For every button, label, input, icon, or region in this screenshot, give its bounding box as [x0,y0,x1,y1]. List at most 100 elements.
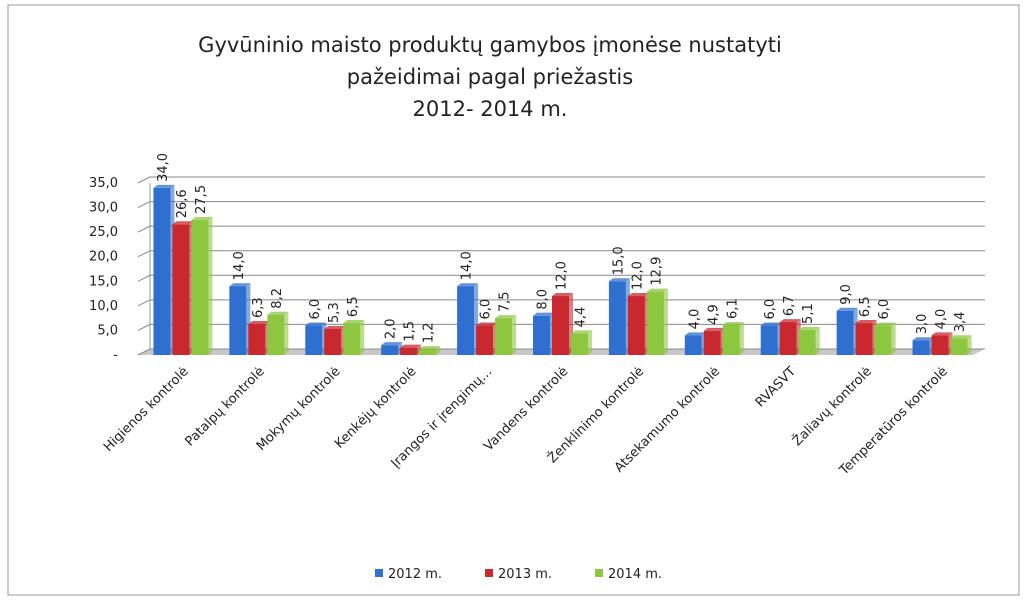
bar-top [722,322,744,326]
bar-side [436,346,441,355]
grid-line [137,274,985,282]
bar [400,347,418,355]
bar [912,340,930,355]
bar-top [912,337,934,341]
bar [646,291,664,355]
bar-side [284,311,289,355]
bar [855,323,873,355]
bar-top [931,332,953,336]
bar-side [360,320,365,355]
grid-line [137,323,985,331]
bar-top [419,346,441,350]
chart-title: pažeidimai pagal priežastis [347,65,633,89]
data-label: 1,5 [403,321,418,342]
bar [229,286,247,355]
bar [153,187,171,355]
bar [684,335,702,355]
bar-side [588,330,592,355]
bar-top [267,311,289,315]
bar-top [381,342,403,346]
data-label: 4,0 [687,309,702,330]
data-label: 6,5 [346,296,361,317]
data-label: 6,5 [858,296,873,317]
bar-side [208,216,213,355]
bar [248,324,266,355]
bar-top [476,322,498,326]
data-label: 14,0 [460,251,475,280]
data-label: 6,0 [308,299,323,320]
bar [552,296,569,355]
bar-top [229,283,251,287]
bar [305,325,323,355]
bar [533,315,550,355]
legend-swatch [375,569,383,577]
bar [324,328,342,355]
y-tick-label: 20,0 [89,250,118,265]
bar-top [248,321,270,325]
data-label: 9,0 [839,284,854,305]
bar [343,323,361,355]
bar-top [191,216,213,220]
data-label: 34,0 [156,153,171,182]
bar [627,296,645,355]
data-label: 6,7 [782,295,797,316]
grid-line [137,176,985,184]
bar-side [891,322,896,355]
data-label: 1,2 [422,322,437,343]
bar [267,314,285,355]
bar-top [324,325,346,329]
data-label: 12,9 [649,257,664,286]
bar-top [457,283,479,287]
data-label: 3,4 [953,312,968,333]
grid-line [137,250,985,258]
bar [703,330,721,355]
legend-swatch [485,569,493,577]
bar-top [533,312,554,316]
bar [722,325,740,355]
data-label: 4,9 [706,304,721,325]
data-label: 15,0 [611,246,626,275]
bar-top [608,278,630,282]
bar-top [627,293,649,297]
bar-top [552,293,573,297]
data-label: 26,6 [175,189,190,218]
data-label: 3,0 [915,314,930,335]
bar-top [855,320,877,324]
bar [798,329,816,355]
y-tick-label: 30,0 [89,201,118,216]
bar [874,325,892,355]
data-label: 7,5 [498,291,513,312]
bar-top [798,326,820,330]
bar-top [400,344,422,348]
y-tick-label: 35,0 [89,176,118,191]
data-label: 6,0 [479,299,494,320]
bar-top [950,335,972,339]
data-label: 6,0 [877,299,892,320]
legend-swatch [595,569,603,577]
grid-line [137,201,985,209]
bar [191,219,209,355]
data-label: 6,1 [725,298,740,319]
bar [760,325,778,355]
bar-top [153,184,175,188]
legend-label: 2014 m. [608,567,662,582]
bar [779,322,797,355]
data-label: 5,3 [327,302,342,323]
y-tick-label: 5,0 [97,323,118,338]
bar-side [967,335,972,355]
legend-label: 2013 m. [498,567,552,582]
data-label: 12,0 [630,261,645,290]
y-tick-label: 15,0 [89,274,118,289]
data-label: 8,2 [270,288,285,309]
data-label: 12,0 [555,261,570,290]
bar [172,224,190,355]
bar-side [512,315,517,355]
bar [495,318,513,355]
bar [836,310,854,355]
data-label: 6,0 [763,299,778,320]
bar [381,345,399,355]
bar-top [779,319,801,323]
bar-top [874,322,896,326]
